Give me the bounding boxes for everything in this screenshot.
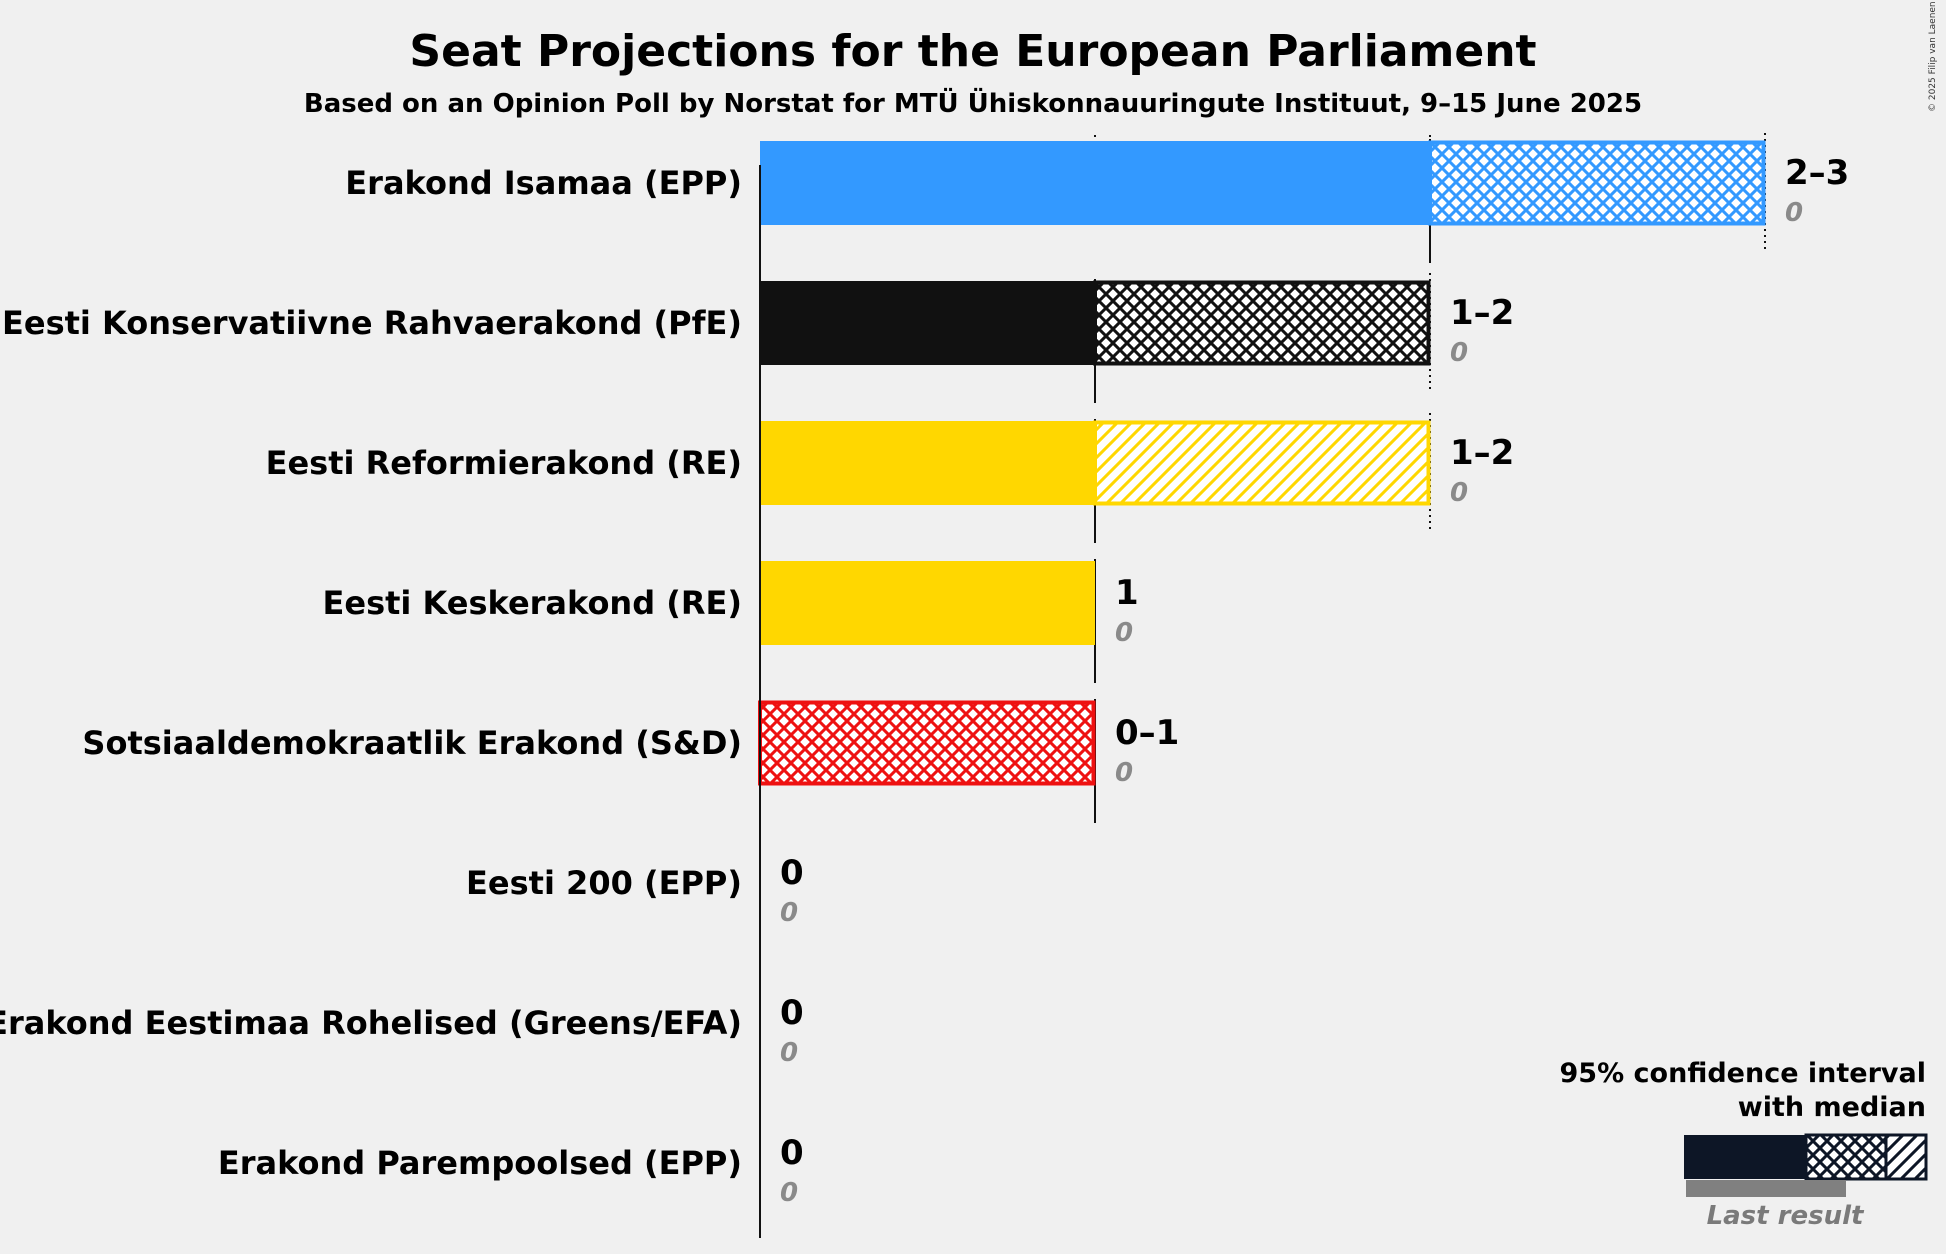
legend-last-result-bar — [1686, 1180, 1846, 1197]
legend: 95% confidence interval with median Last… — [1560, 1058, 1928, 1231]
bar-solid — [760, 141, 1430, 225]
legend-median-label: with median — [1738, 1092, 1926, 1123]
bar-interval — [1093, 420, 1431, 506]
category-label: Eesti Keskerakond (RE) — [323, 584, 742, 622]
last-result-label: 0 — [780, 1178, 798, 1208]
category-label: Erakond Parempoolsed (EPP) — [218, 1144, 742, 1182]
last-result-label: 0 — [1115, 618, 1133, 648]
category-label: Sotsiaaldemokraatlik Erakond (S&D) — [82, 724, 742, 762]
last-result-label: 0 — [780, 898, 798, 928]
legend-solid-swatch — [1684, 1135, 1806, 1179]
legend-ci-label: 95% confidence interval — [1560, 1058, 1926, 1089]
last-result-label: 0 — [1450, 338, 1468, 368]
bar-solid — [760, 281, 1095, 365]
bar-interval — [1428, 140, 1766, 226]
category-label: Eesti Konservatiivne Rahvaerakond (PfE) — [2, 304, 742, 342]
chart-subtitle: Based on an Opinion Poll by Norstat for … — [304, 86, 1642, 119]
legend-cross-swatch — [1804, 1133, 1888, 1181]
range-label: 0 — [780, 1133, 804, 1173]
last-result-label: 0 — [780, 1038, 798, 1068]
chart-title: Seat Projections for the European Parlia… — [409, 26, 1536, 77]
category-label: Erakond Eestimaa Rohelised (Greens/EFA) — [0, 1004, 742, 1042]
legend-last-result-label: Last result — [1707, 1201, 1865, 1231]
range-label: 1–2 — [1450, 293, 1514, 333]
bars — [758, 140, 1766, 786]
copyright-text: © 2025 Filip van Laenen — [1928, 1, 1938, 112]
last-result-label: 0 — [1450, 478, 1468, 508]
bar-solid — [760, 561, 1095, 645]
legend-diagonal-swatch — [1884, 1133, 1928, 1181]
range-label: 0–1 — [1115, 713, 1179, 753]
bar-interval — [758, 700, 1096, 786]
range-label: 2–3 — [1785, 153, 1849, 193]
labels: Erakond Isamaa (EPP) 2–3 0 Eesti Konservati… — [0, 153, 1849, 1208]
category-label: Erakond Isamaa (EPP) — [345, 164, 742, 202]
category-label: Eesti 200 (EPP) — [466, 864, 742, 902]
range-label: 1 — [1115, 573, 1139, 613]
category-label: Eesti Reformierakond (RE) — [266, 444, 742, 482]
last-result-label: 0 — [1785, 198, 1803, 228]
range-label: 1–2 — [1450, 433, 1514, 473]
bar-solid — [760, 421, 1095, 505]
last-result-label: 0 — [1115, 758, 1133, 788]
range-label: 0 — [780, 853, 804, 893]
bar-interval — [1093, 280, 1431, 366]
range-label: 0 — [780, 993, 804, 1033]
